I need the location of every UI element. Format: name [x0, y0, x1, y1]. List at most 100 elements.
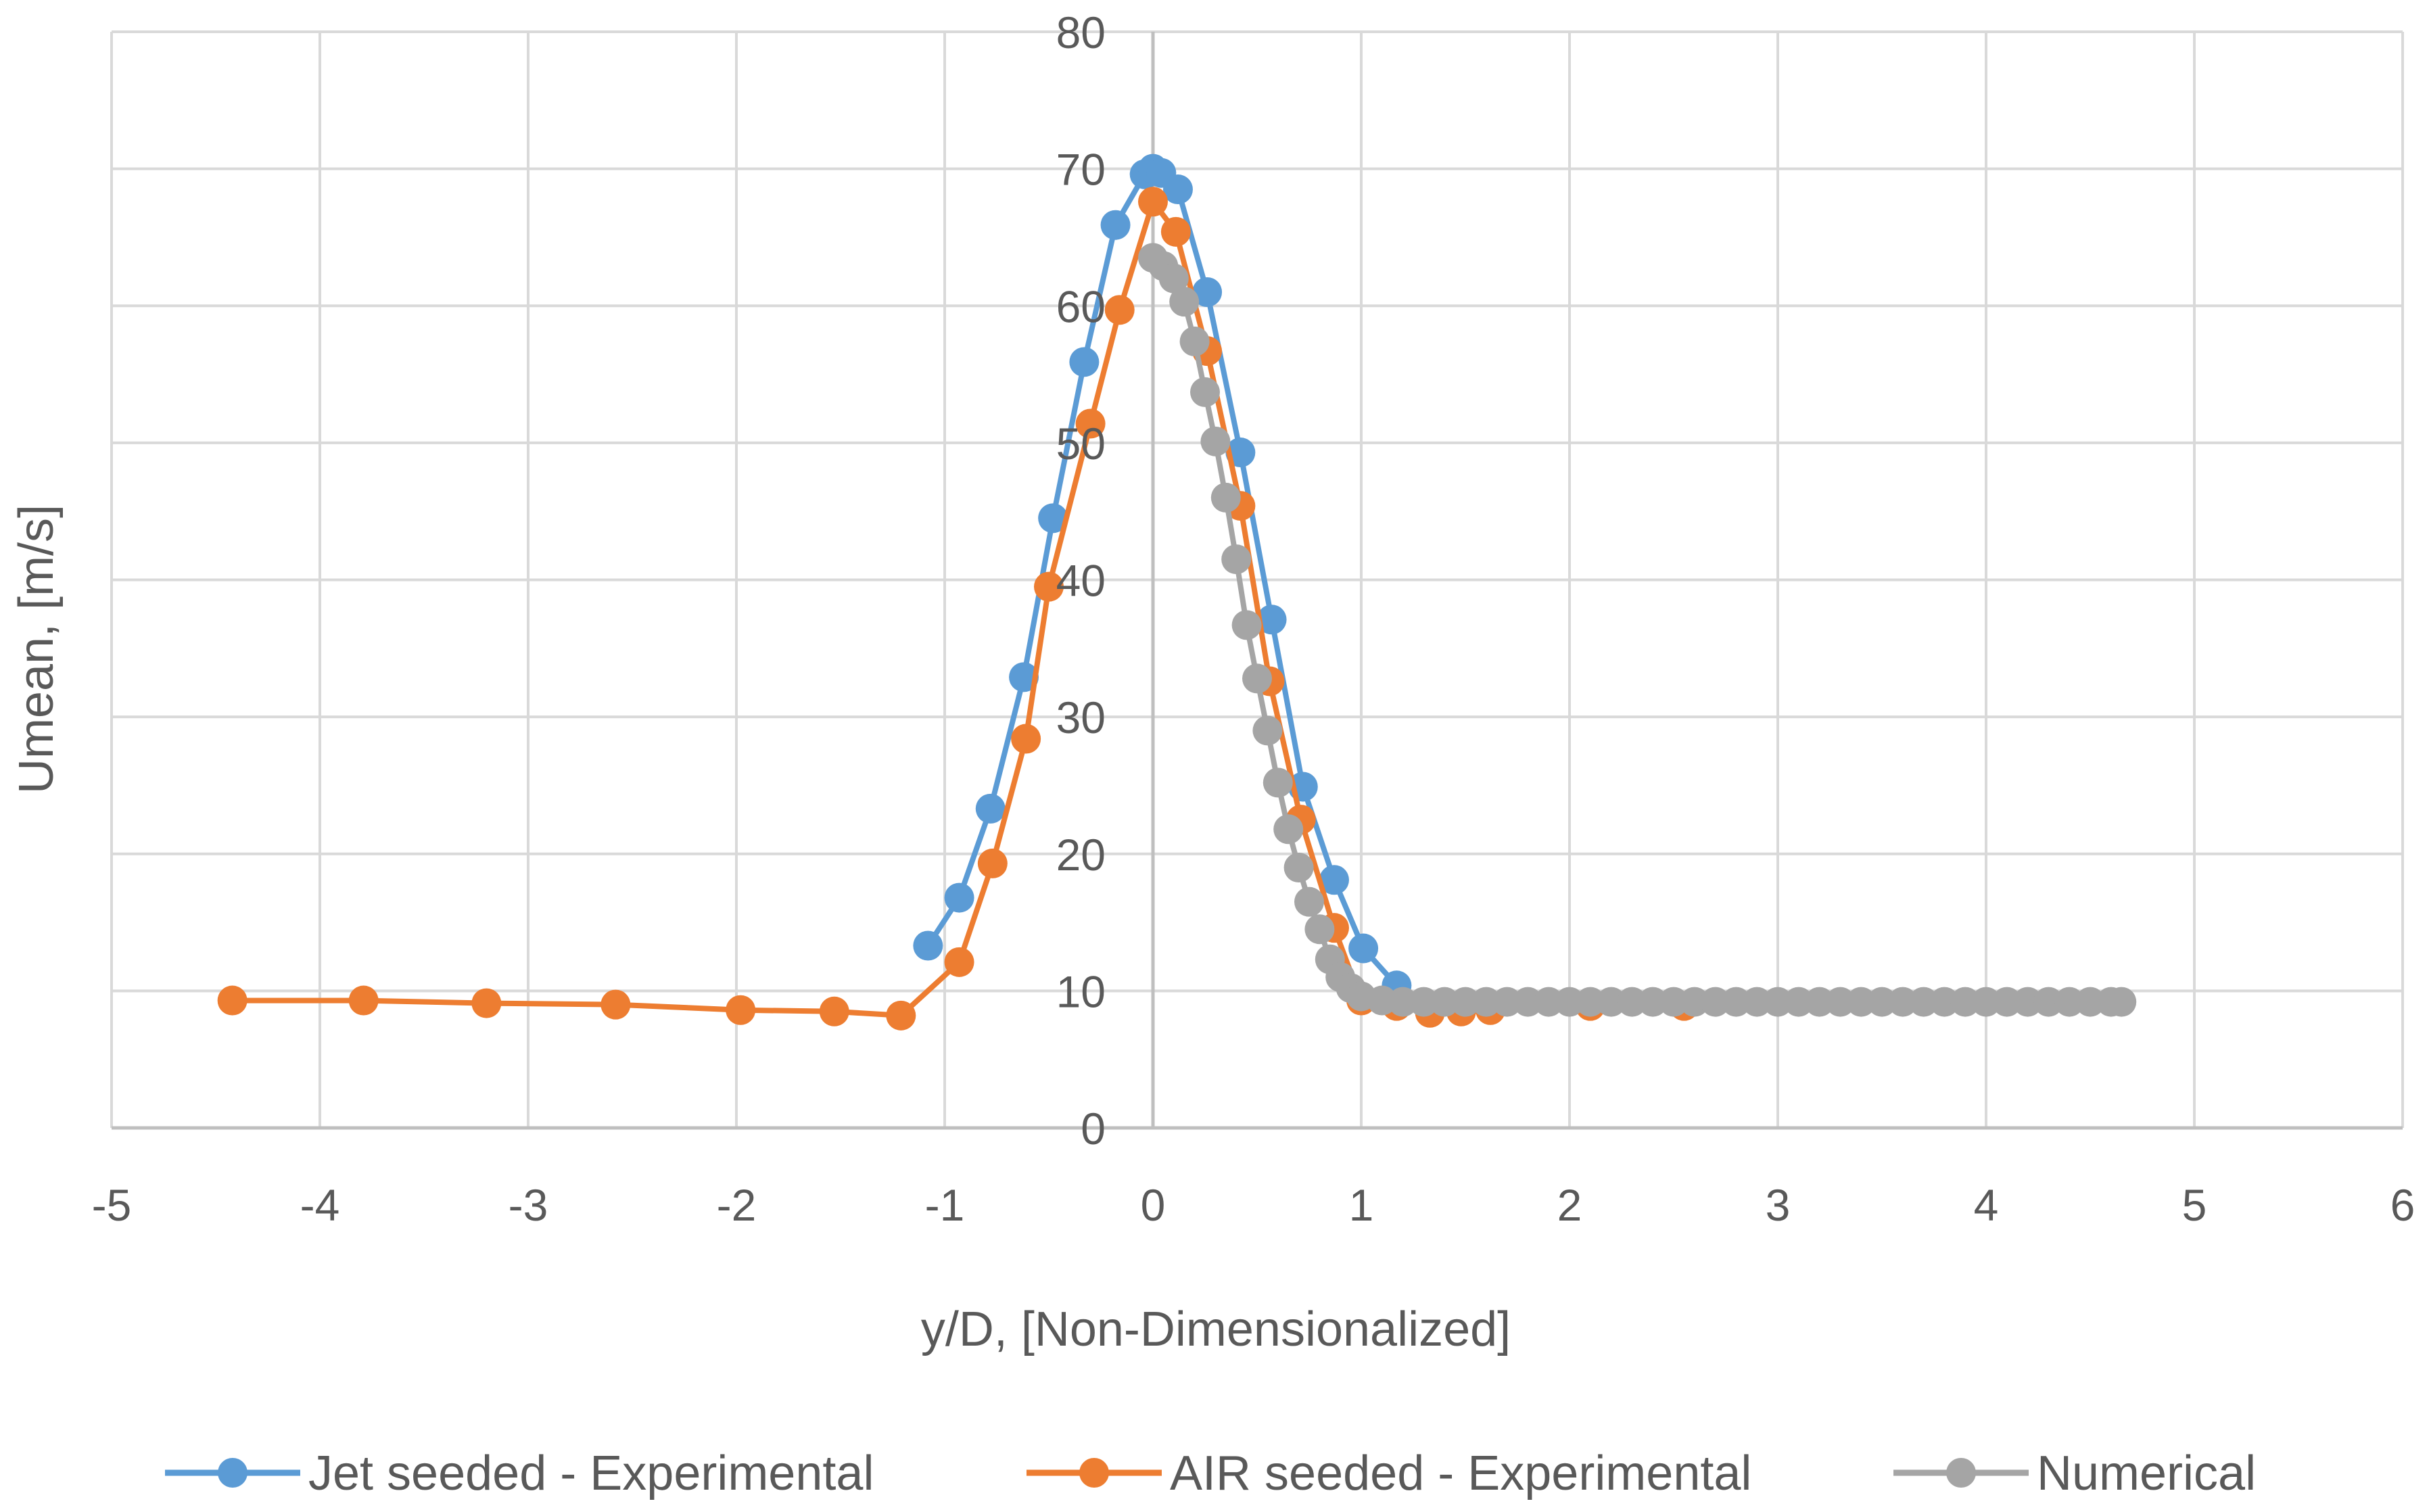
- data-point: [1231, 610, 1262, 640]
- data-point: [1200, 426, 1231, 456]
- x-tick-label: 4: [1974, 1180, 1999, 1230]
- x-tick-label: 1: [1349, 1180, 1374, 1230]
- data-point: [944, 947, 974, 977]
- data-point: [1763, 987, 1793, 1017]
- data-point: [1210, 482, 1241, 513]
- data-point: [1158, 263, 1189, 293]
- grid: [110, 30, 2404, 1129]
- data-point: [2106, 987, 2137, 1017]
- data-point: [1950, 987, 1981, 1017]
- data-point: [2075, 987, 2105, 1017]
- data-point: [1451, 987, 1480, 1017]
- data-point: [1742, 987, 1772, 1017]
- data-point: [1555, 987, 1584, 1017]
- data-point: [1534, 987, 1564, 1017]
- legend-label: AIR seeded - Experimental: [1170, 1446, 1751, 1501]
- data-point: [1929, 987, 1960, 1017]
- legend-label: Numerical: [2037, 1446, 2256, 1501]
- x-tick-label: -5: [92, 1180, 132, 1230]
- data-point: [471, 988, 502, 1018]
- data-point: [2054, 987, 2085, 1017]
- data-point: [1192, 277, 1223, 307]
- x-tick-label: -4: [300, 1180, 340, 1230]
- data-point: [944, 882, 974, 913]
- data-point: [1825, 987, 1856, 1017]
- data-point: [1388, 987, 1418, 1017]
- series-line: [1151, 256, 2122, 1005]
- data-point: [1069, 347, 1100, 377]
- data-point: [726, 995, 756, 1025]
- data-point: [1011, 724, 1041, 754]
- y-tick-label: 70: [1056, 145, 1106, 195]
- x-tick-label: 3: [1766, 1180, 1791, 1230]
- data-point: [1190, 377, 1220, 407]
- x-tick-label: -1: [925, 1180, 965, 1230]
- y-tick-label: 20: [1056, 830, 1106, 880]
- data-point: [1242, 663, 1272, 694]
- y-tick-label: 30: [1056, 692, 1106, 742]
- data-point: [1638, 987, 1668, 1017]
- data-point: [1513, 987, 1543, 1017]
- data-point: [1009, 662, 1039, 692]
- data-point: [1319, 865, 1349, 895]
- legend-item: Numerical: [1893, 1446, 2256, 1501]
- data-point: [348, 985, 379, 1016]
- data-point: [1179, 326, 1210, 356]
- series-jet-seeded-experimental: [913, 153, 1412, 1001]
- legend-label: Jet seeded - Experimental: [308, 1446, 874, 1501]
- data-point: [1700, 987, 1730, 1017]
- legend: Jet seeded - Experimental AIR seeded - Ex…: [165, 1446, 2256, 1501]
- data-point: [1304, 914, 1335, 945]
- data-point: [1783, 987, 1814, 1017]
- data-point: [1162, 174, 1193, 205]
- data-point: [1348, 933, 1379, 964]
- data-point: [1221, 544, 1252, 575]
- data-point: [1169, 287, 1200, 317]
- legend-marker: [218, 1458, 247, 1488]
- data-point: [1908, 987, 1939, 1017]
- data-point: [1256, 605, 1287, 635]
- data-point: [217, 985, 247, 1016]
- legend-item: Jet seeded - Experimental: [165, 1446, 874, 1501]
- data-point: [1659, 987, 1689, 1017]
- data-point: [1075, 408, 1106, 439]
- x-tick-label: -2: [717, 1180, 757, 1230]
- x-tick-label: -3: [509, 1180, 548, 1230]
- data-point: [1263, 767, 1293, 798]
- y-tick-label: 0: [1081, 1104, 1106, 1154]
- data-point: [886, 1000, 916, 1031]
- data-point: [1038, 503, 1068, 534]
- y-axis-title: Umean, [m/s]: [9, 504, 64, 794]
- x-tick-label: 0: [1141, 1180, 1166, 1230]
- data-point: [1679, 987, 1709, 1017]
- data-point: [1575, 987, 1605, 1017]
- legend-marker: [1946, 1458, 1976, 1488]
- data-point: [1430, 987, 1460, 1017]
- data-point: [1283, 853, 1314, 883]
- data-point: [977, 848, 1008, 878]
- data-point: [1991, 987, 2022, 1017]
- x-tick-label: 6: [2390, 1180, 2415, 1230]
- data-point: [1294, 887, 1324, 917]
- data-point: [1971, 987, 2001, 1017]
- data-point: [2012, 987, 2043, 1017]
- data-point: [1596, 987, 1626, 1017]
- data-point: [1100, 210, 1131, 240]
- data-point: [1138, 187, 1168, 217]
- y-tick-label: 40: [1056, 556, 1106, 606]
- data-point: [1104, 295, 1135, 325]
- series-group: [217, 153, 2137, 1031]
- data-point: [1252, 715, 1283, 746]
- data-point: [1471, 987, 1501, 1017]
- x-tick-label: 5: [2182, 1180, 2207, 1230]
- data-point: [1409, 987, 1439, 1017]
- data-point: [819, 996, 849, 1026]
- data-point: [2033, 987, 2064, 1017]
- y-tick-label: 10: [1056, 966, 1106, 1016]
- series-numerical: [1138, 243, 2137, 1017]
- legend-marker: [1079, 1458, 1109, 1488]
- data-point: [600, 989, 631, 1020]
- data-point: [1867, 987, 1897, 1017]
